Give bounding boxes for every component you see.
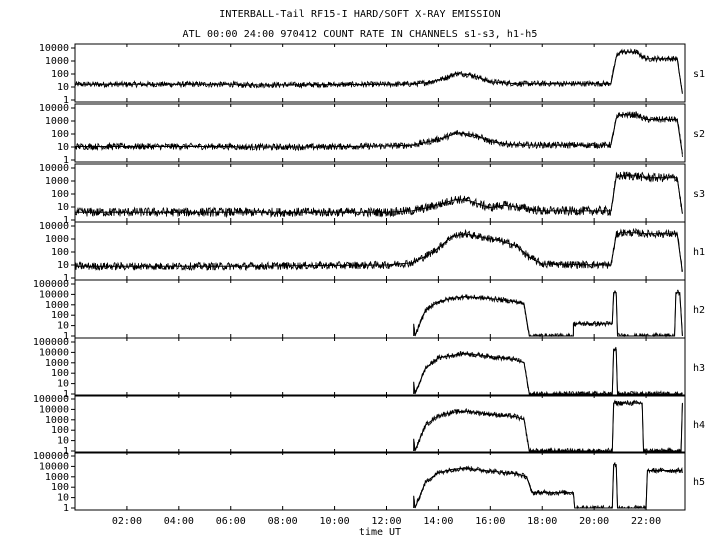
y-tick-label-h5: 1 bbox=[63, 503, 69, 514]
series-line-s1 bbox=[74, 48, 683, 93]
series-line-h2 bbox=[413, 289, 683, 338]
y-tick-label-h5: 100 bbox=[51, 482, 69, 493]
series-line-h3 bbox=[413, 346, 683, 396]
panel-frame-s1 bbox=[74, 43, 686, 103]
y-tick-label-s1: 100 bbox=[51, 69, 69, 80]
y-tick-label-s1: 10000 bbox=[39, 43, 69, 54]
series-envelope-s2 bbox=[75, 114, 683, 154]
x-tick-label: 02:00 bbox=[112, 516, 142, 527]
y-tick-label-s3: 1 bbox=[63, 215, 69, 226]
series-label-s1: s1 bbox=[693, 69, 705, 80]
y-tick-label-h3: 1 bbox=[63, 389, 69, 400]
y-tick-label-h4: 10000 bbox=[39, 404, 69, 415]
y-tick-label-h1: 10000 bbox=[39, 221, 69, 232]
y-tick-label-h4: 1 bbox=[63, 446, 69, 457]
y-tick-label-h1: 10 bbox=[57, 260, 69, 271]
x-tick-label: 16:00 bbox=[475, 516, 505, 527]
x-tick-label: 08:00 bbox=[268, 516, 298, 527]
series-envelope-h4 bbox=[413, 402, 683, 452]
y-tick-label-h4: 100 bbox=[51, 425, 69, 436]
panel-frame-h5 bbox=[74, 451, 686, 511]
series-line-s3 bbox=[74, 171, 683, 219]
x-tick-label: 04:00 bbox=[164, 516, 194, 527]
y-tick-label-h2: 10 bbox=[57, 321, 69, 332]
series-envelope-h3 bbox=[413, 348, 683, 395]
panel-frame-h2 bbox=[74, 279, 686, 339]
y-tick-label-s1: 1 bbox=[63, 95, 69, 106]
series-label-s3: s3 bbox=[693, 189, 705, 200]
series-line-h4 bbox=[413, 399, 683, 453]
series-envelope-h2 bbox=[413, 292, 683, 337]
y-tick-label-s2: 1000 bbox=[45, 116, 69, 127]
y-tick-label-h3: 100 bbox=[51, 368, 69, 379]
series-label-h2: h2 bbox=[693, 305, 705, 316]
series-label-h1: h1 bbox=[693, 247, 705, 258]
x-tick-label: 10:00 bbox=[320, 516, 350, 527]
x-tick-label: 22:00 bbox=[631, 516, 661, 527]
chart-subtitle: ATL 00:00 24:00 970412 COUNT RATE IN CHA… bbox=[182, 29, 538, 40]
panel-frame-s2 bbox=[74, 103, 686, 163]
series-label-h3: h3 bbox=[693, 363, 705, 374]
y-tick-label-s1: 10 bbox=[57, 82, 69, 93]
y-tick-label-s2: 10000 bbox=[39, 103, 69, 114]
y-tick-label-h2: 1000 bbox=[45, 300, 69, 311]
series-envelope-h5 bbox=[413, 464, 683, 509]
y-tick-label-h2: 1 bbox=[63, 331, 69, 342]
x-tick-label: 06:00 bbox=[216, 516, 246, 527]
panel-frame-h4 bbox=[74, 394, 686, 454]
y-tick-label-h5: 100000 bbox=[33, 451, 69, 462]
y-tick-label-h5: 1000 bbox=[45, 472, 69, 483]
chart-title: INTERBALL-Tail RF15-I HARD/SOFT X-RAY EM… bbox=[219, 9, 501, 20]
y-tick-label-h3: 100000 bbox=[33, 337, 69, 348]
y-tick-label-h4: 10 bbox=[57, 436, 69, 447]
y-tick-label-s3: 10 bbox=[57, 202, 69, 213]
series-envelope-s3 bbox=[75, 175, 683, 214]
series-envelope-s1 bbox=[75, 51, 683, 94]
x-tick-label: 18:00 bbox=[527, 516, 557, 527]
panel-frame-h1 bbox=[74, 221, 686, 281]
y-tick-label-h2: 10000 bbox=[39, 289, 69, 300]
series-line-s2 bbox=[74, 111, 683, 158]
x-tick-label: 12:00 bbox=[371, 516, 401, 527]
y-tick-label-h4: 100000 bbox=[33, 394, 69, 405]
panel-frame-h3 bbox=[74, 337, 686, 397]
y-tick-label-s2: 100 bbox=[51, 129, 69, 140]
y-tick-label-h1: 1 bbox=[63, 273, 69, 284]
y-tick-label-s2: 1 bbox=[63, 155, 69, 166]
y-tick-label-h3: 10 bbox=[57, 379, 69, 390]
x-tick-label: 14:00 bbox=[423, 516, 453, 527]
y-tick-label-s3: 1000 bbox=[45, 176, 69, 187]
x-tick-label: 20:00 bbox=[579, 516, 609, 527]
y-tick-label-h4: 1000 bbox=[45, 415, 69, 426]
y-tick-label-h1: 100 bbox=[51, 247, 69, 258]
series-label-h4: h4 bbox=[693, 420, 705, 431]
series-label-h5: h5 bbox=[693, 477, 705, 488]
x-axis-label: time UT bbox=[359, 527, 401, 538]
y-tick-label-s2: 10 bbox=[57, 142, 69, 153]
y-tick-label-h2: 100000 bbox=[33, 279, 69, 290]
y-tick-label-s3: 100 bbox=[51, 189, 69, 200]
y-tick-label-h5: 10000 bbox=[39, 461, 69, 472]
series-envelope-h1 bbox=[75, 232, 683, 272]
y-tick-label-s3: 10000 bbox=[39, 163, 69, 174]
y-tick-label-h3: 10000 bbox=[39, 347, 69, 358]
y-tick-label-h2: 100 bbox=[51, 310, 69, 321]
y-tick-label-s1: 1000 bbox=[45, 56, 69, 67]
y-tick-label-h1: 1000 bbox=[45, 234, 69, 245]
y-tick-label-h3: 1000 bbox=[45, 358, 69, 369]
series-label-s2: s2 bbox=[693, 129, 705, 140]
y-tick-label-h5: 10 bbox=[57, 493, 69, 504]
